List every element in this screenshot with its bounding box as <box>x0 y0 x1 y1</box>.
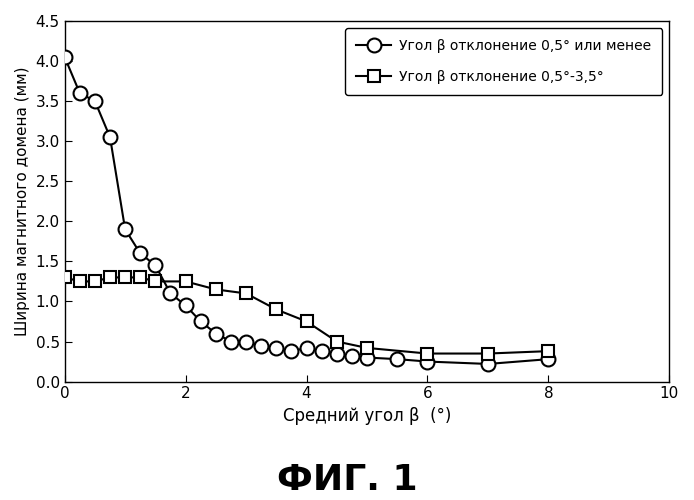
Line: Угол β отклонение 0,5° или менее: Угол β отклонение 0,5° или менее <box>58 50 555 371</box>
Угол β отклонение 0,5°-3,5° <box>121 274 129 280</box>
Угол β отклонение 0,5°-3,5° <box>484 350 492 356</box>
Угол β отклонение 0,5°-3,5° <box>272 306 280 312</box>
Угол β отклонение 0,5° или менее <box>76 90 84 96</box>
Угол β отклонение 0,5° или менее <box>544 356 552 362</box>
Угол β отклонение 0,5° или менее <box>167 290 175 296</box>
Угол β отклонение 0,5°-3,5° <box>363 345 371 351</box>
Угол β отклонение 0,5° или менее <box>242 338 251 344</box>
Угол β отклонение 0,5° или менее <box>151 262 160 268</box>
Угол β отклонение 0,5° или менее <box>303 345 311 351</box>
Угол β отклонение 0,5° или менее <box>393 356 401 362</box>
Угол β отклонение 0,5° или менее <box>363 354 371 360</box>
Угол β отклонение 0,5°-3,5° <box>242 290 251 296</box>
Угол β отклонение 0,5° или менее <box>181 302 189 308</box>
Угол β отклонение 0,5° или менее <box>257 342 265 348</box>
Угол β отклонение 0,5° или менее <box>272 345 280 351</box>
Угол β отклонение 0,5°-3,5° <box>60 274 69 280</box>
Legend: Угол β отклонение 0,5° или менее, Угол β отклонение 0,5°-3,5°: Угол β отклонение 0,5° или менее, Угол β… <box>345 28 663 95</box>
Угол β отклонение 0,5°-3,5° <box>106 274 115 280</box>
Угол β отклонение 0,5°-3,5° <box>423 350 432 356</box>
Угол β отклонение 0,5° или менее <box>212 330 220 336</box>
Y-axis label: Ширина магнитного домена (мм): Ширина магнитного домена (мм) <box>15 66 30 336</box>
Угол β отклонение 0,5°-3,5° <box>76 278 84 284</box>
Text: ФИГ. 1: ФИГ. 1 <box>277 463 417 497</box>
Угол β отклонение 0,5° или менее <box>121 226 129 232</box>
Угол β отклонение 0,5° или менее <box>484 361 492 367</box>
X-axis label: Средний угол β  (°): Средний угол β (°) <box>283 407 451 425</box>
Угол β отклонение 0,5° или менее <box>91 98 99 104</box>
Угол β отклонение 0,5°-3,5° <box>151 278 160 284</box>
Угол β отклонение 0,5° или менее <box>348 353 356 359</box>
Угол β отклонение 0,5° или менее <box>287 348 296 354</box>
Угол β отклонение 0,5° или менее <box>60 54 69 60</box>
Угол β отклонение 0,5° или менее <box>106 134 115 140</box>
Угол β отклонение 0,5° или менее <box>136 250 144 256</box>
Угол β отклонение 0,5°-3,5° <box>544 348 552 354</box>
Угол β отклонение 0,5°-3,5° <box>136 274 144 280</box>
Line: Угол β отклонение 0,5°-3,5°: Угол β отклонение 0,5°-3,5° <box>58 271 555 360</box>
Угол β отклонение 0,5° или менее <box>196 318 205 324</box>
Угол β отклонение 0,5° или менее <box>317 348 325 354</box>
Угол β отклонение 0,5°-3,5° <box>212 286 220 292</box>
Угол β отклонение 0,5° или менее <box>227 338 235 344</box>
Угол β отклонение 0,5° или менее <box>332 350 341 356</box>
Угол β отклонение 0,5°-3,5° <box>332 338 341 344</box>
Угол β отклонение 0,5°-3,5° <box>303 318 311 324</box>
Угол β отклонение 0,5° или менее <box>423 358 432 364</box>
Угол β отклонение 0,5°-3,5° <box>91 278 99 284</box>
Угол β отклонение 0,5°-3,5° <box>181 278 189 284</box>
